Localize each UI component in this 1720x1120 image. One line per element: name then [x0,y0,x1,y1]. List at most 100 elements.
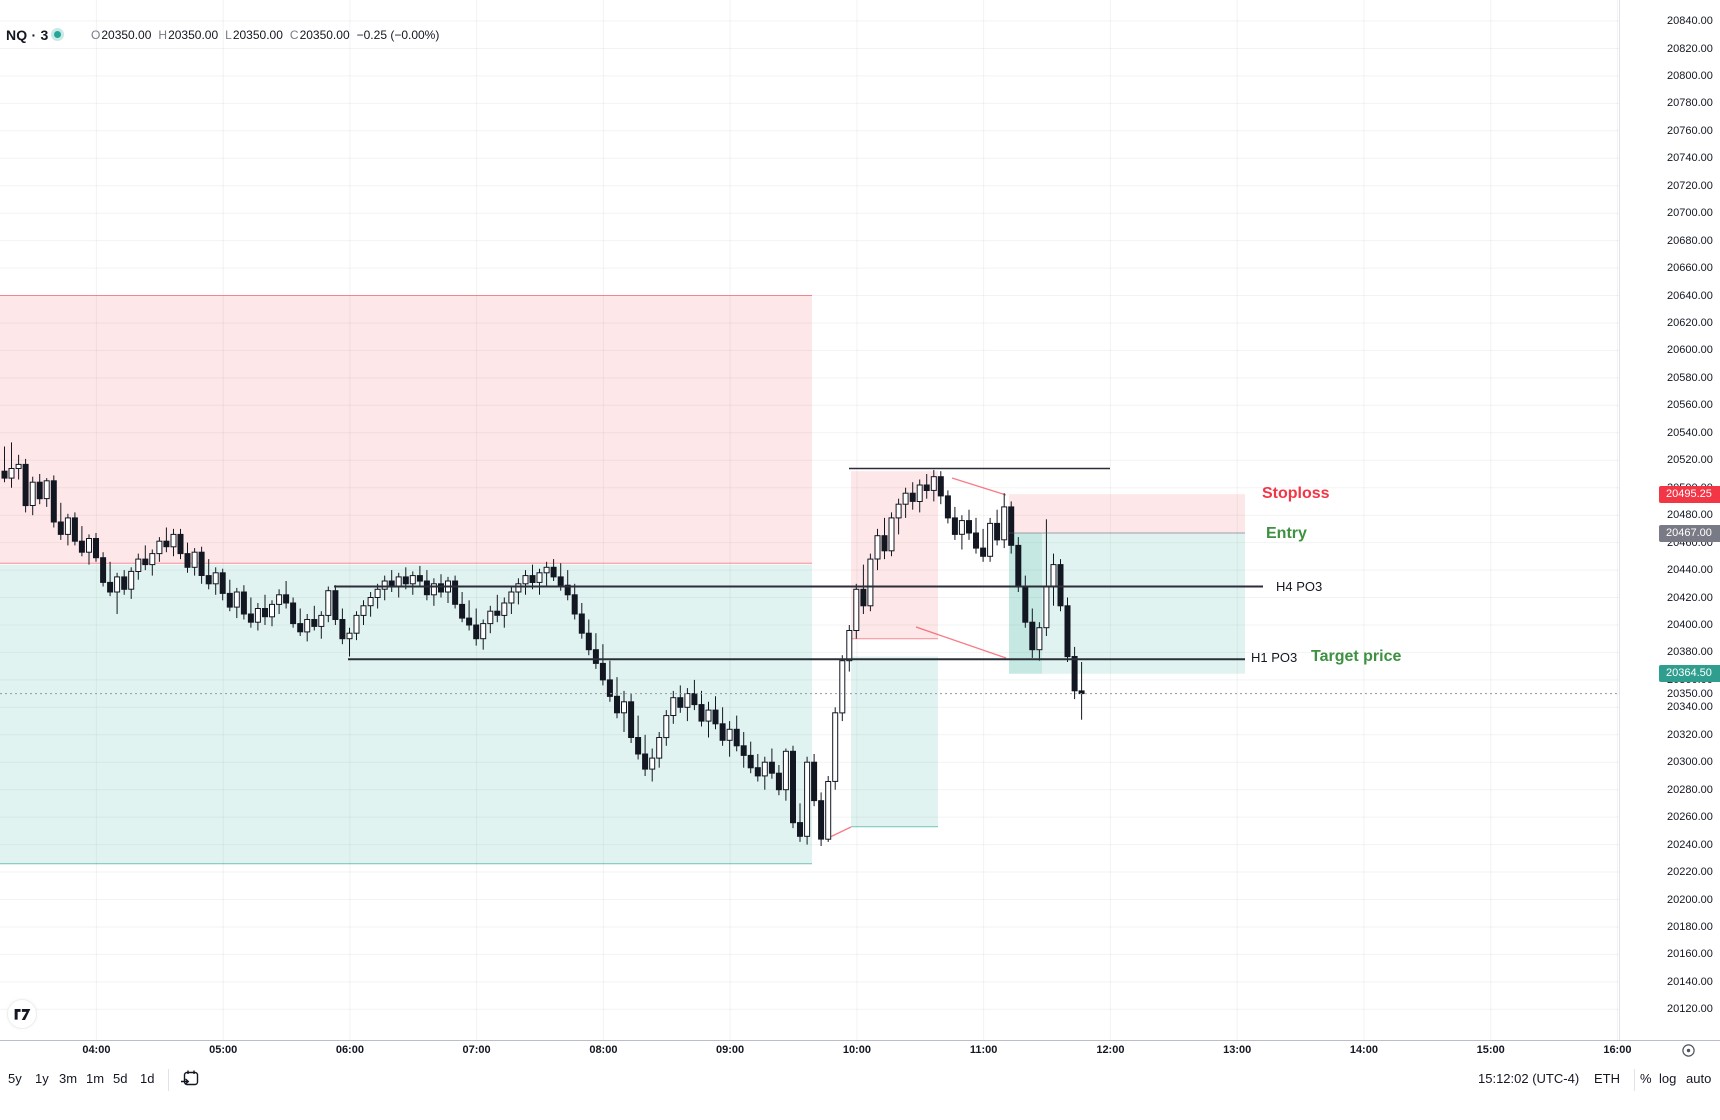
candle [592,649,599,664]
price-tick-label: 20280.00 [1667,783,1713,796]
candle [994,522,1001,541]
candle [297,623,304,633]
candle [980,547,987,557]
timezone-settings-icon[interactable] [1681,1043,1696,1058]
candle [754,767,761,777]
stop-price-badge: 20495.25 [1659,485,1720,503]
auto-scale-button[interactable]: auto [1686,1071,1712,1086]
candle [346,632,353,640]
candle [233,591,240,608]
chart-toolbar: 5y 1y 3m 1m 5d 1d 15:12:02 (UTC-4) ETH %… [0,1059,1720,1120]
h1-po3-label[interactable]: H1 PO3 [1251,650,1298,666]
candle [395,576,402,588]
time-tick-label: 05:00 [209,1044,238,1056]
candle [64,517,71,535]
candle [656,737,663,759]
candle [269,603,275,618]
candle [177,533,184,555]
po3-connector-line [951,477,1007,496]
price-tick-label: 20520.00 [1667,454,1713,467]
candlestick-chart[interactable] [0,0,1619,1040]
toolbar-divider [168,1069,169,1091]
price-tick-label: 20580.00 [1667,371,1713,384]
price-tick-label: 20700.00 [1667,207,1713,220]
high-key: H [158,28,168,42]
candle [381,580,388,590]
candle [670,697,677,717]
price-tick-label: 20200.00 [1667,893,1713,906]
entry-label[interactable]: Entry [1266,525,1307,542]
open-value: 20350.00 [101,28,152,42]
candle [839,660,846,714]
candle [480,623,487,640]
candle [944,495,951,519]
range-button-3m[interactable]: 3m [59,1071,78,1086]
time-tick-label: 16:00 [1603,1044,1632,1056]
candle [22,463,29,507]
price-tick-label: 20440.00 [1667,564,1713,577]
chart-plot-area[interactable]: Stoploss Entry H4 PO3 H1 PO3 Target pric… [0,0,1619,1040]
clock-label[interactable]: 15:12:02 (UTC-4) [1478,1071,1580,1086]
left-discount-zone [0,564,812,864]
candle [78,540,85,553]
candle [1036,627,1043,651]
candle [578,613,585,634]
candle [740,745,747,756]
candle [466,617,473,626]
live-data-icon [51,28,64,41]
target-price-label[interactable]: Target price [1311,648,1402,666]
price-axis[interactable]: 20840.00 20820.00 20800.00 20780.00 20760.00… [1619,0,1720,1040]
price-tick-label: 20720.00 [1667,179,1713,192]
time-tick-label: 07:00 [462,1044,491,1056]
price-tick-label: 20400.00 [1667,619,1713,631]
price-tick-label: 20420.00 [1667,591,1713,604]
price-tick-label: 20120.00 [1667,1003,1713,1016]
mid-discount-zone [851,656,938,827]
candle [283,594,290,604]
low-key: L [225,28,232,42]
go-to-date-icon[interactable] [180,1069,200,1089]
range-button-1d[interactable]: 1d [140,1071,155,1086]
price-tick-label: 20660.00 [1667,262,1713,275]
candle [1,470,8,479]
price-tick-label: 20260.00 [1667,811,1713,824]
candle [226,592,233,608]
range-button-5y[interactable]: 5y [8,1071,22,1086]
time-tick-label: 15:00 [1476,1044,1505,1056]
range-button-5d[interactable]: 5d [113,1071,128,1086]
candle [15,463,22,469]
candle [360,605,367,616]
candle [782,750,789,791]
log-scale-button[interactable]: log [1659,1071,1677,1086]
candle [642,753,649,770]
candle [93,538,99,559]
range-button-1m[interactable]: 1m [86,1071,105,1086]
candle [409,575,416,585]
candle [867,558,874,607]
price-tick-label: 20240.00 [1667,838,1713,851]
candle [1022,586,1029,623]
candle [156,540,163,555]
candle [853,588,860,631]
stoploss-label[interactable]: Stoploss [1262,485,1330,503]
current-price-label: 20350.00 [1667,687,1713,700]
candle [36,481,43,500]
candle [966,520,972,534]
candle [987,522,994,557]
ohlc-readout: O20350.00 H20350.00 L20350.00 C20350.00 −0.2… [91,28,439,42]
candle [508,591,515,604]
tradingview-logo[interactable] [7,999,37,1029]
session-button[interactable]: ETH [1594,1071,1620,1086]
range-button-1y[interactable]: 1y [35,1071,49,1086]
price-tick-label: 20300.00 [1667,756,1713,769]
percent-scale-button[interactable]: % [1640,1071,1652,1086]
candle [895,503,902,519]
candle [135,558,142,572]
symbol-title[interactable]: NQ · 3 [6,27,49,43]
h4-po3-label[interactable]: H4 PO3 [1276,578,1323,594]
candle [311,619,318,627]
time-tick-label: 08:00 [589,1044,618,1056]
time-axis[interactable]: 04:00 05:00 06:00 07:00 08:00 09:00 10:00 11:00… [0,1040,1720,1060]
candle [747,754,754,769]
